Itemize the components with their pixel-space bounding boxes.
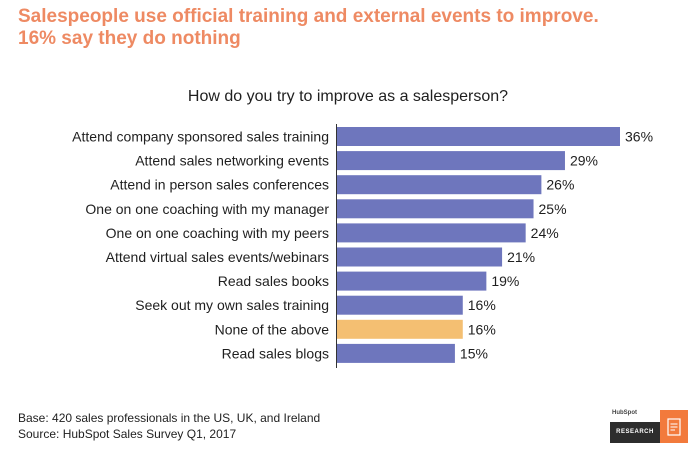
bar <box>337 127 620 146</box>
bar <box>337 199 534 219</box>
bar <box>337 343 455 363</box>
value-label: 36% <box>625 129 653 145</box>
category-label: Attend in person sales conferences <box>110 177 329 193</box>
value-label: 16% <box>468 321 496 337</box>
value-label: 26% <box>546 177 574 193</box>
category-label: Attend sales networking events <box>135 153 329 169</box>
bar <box>337 247 503 267</box>
footer: Base: 420 sales professionals in the US,… <box>18 410 320 442</box>
logo-label: RESEARCH <box>610 422 660 443</box>
bar <box>337 175 542 195</box>
category-label: One on one coaching with my peers <box>106 225 329 241</box>
headline: Salespeople use official training and ex… <box>18 6 688 50</box>
value-label: 15% <box>460 345 488 361</box>
chart-title: How do you try to improve as a salespers… <box>187 88 509 105</box>
category-label: One on one coaching with my manager <box>85 201 329 217</box>
category-label: Attend virtual sales events/webinars <box>106 249 329 265</box>
footer-base: Base: 420 sales professionals in the US,… <box>18 411 321 425</box>
value-label: 24% <box>531 225 559 241</box>
bars-group: Attend company sponsored sales training 3… <box>72 127 653 363</box>
document-edit-icon <box>660 410 688 443</box>
logo-brand: HubSpot <box>612 410 637 416</box>
category-label: Attend company sponsored sales training <box>72 129 329 145</box>
headline-line-2: 16% say they do nothing <box>18 28 241 49</box>
bar <box>337 295 463 315</box>
category-label: Read sales books <box>218 273 329 289</box>
value-label: 19% <box>491 273 519 289</box>
category-label: None of the above <box>215 321 330 337</box>
headline-line-1: Salespeople use official training and ex… <box>18 6 599 27</box>
value-label: 25% <box>539 201 567 217</box>
bar <box>337 151 565 171</box>
value-label: 21% <box>507 249 535 265</box>
footer-source: Source: HubSpot Sales Survey Q1, 2017 <box>18 427 237 441</box>
bar <box>337 319 463 339</box>
hubspot-research-logo: HubSpot RESEARCH <box>610 410 688 443</box>
category-label: Seek out my own sales training <box>135 297 329 313</box>
value-label: 29% <box>570 153 598 169</box>
bar <box>337 223 526 243</box>
bar <box>337 271 487 291</box>
value-label: 16% <box>468 297 496 313</box>
category-label: Read sales blogs <box>222 345 329 361</box>
